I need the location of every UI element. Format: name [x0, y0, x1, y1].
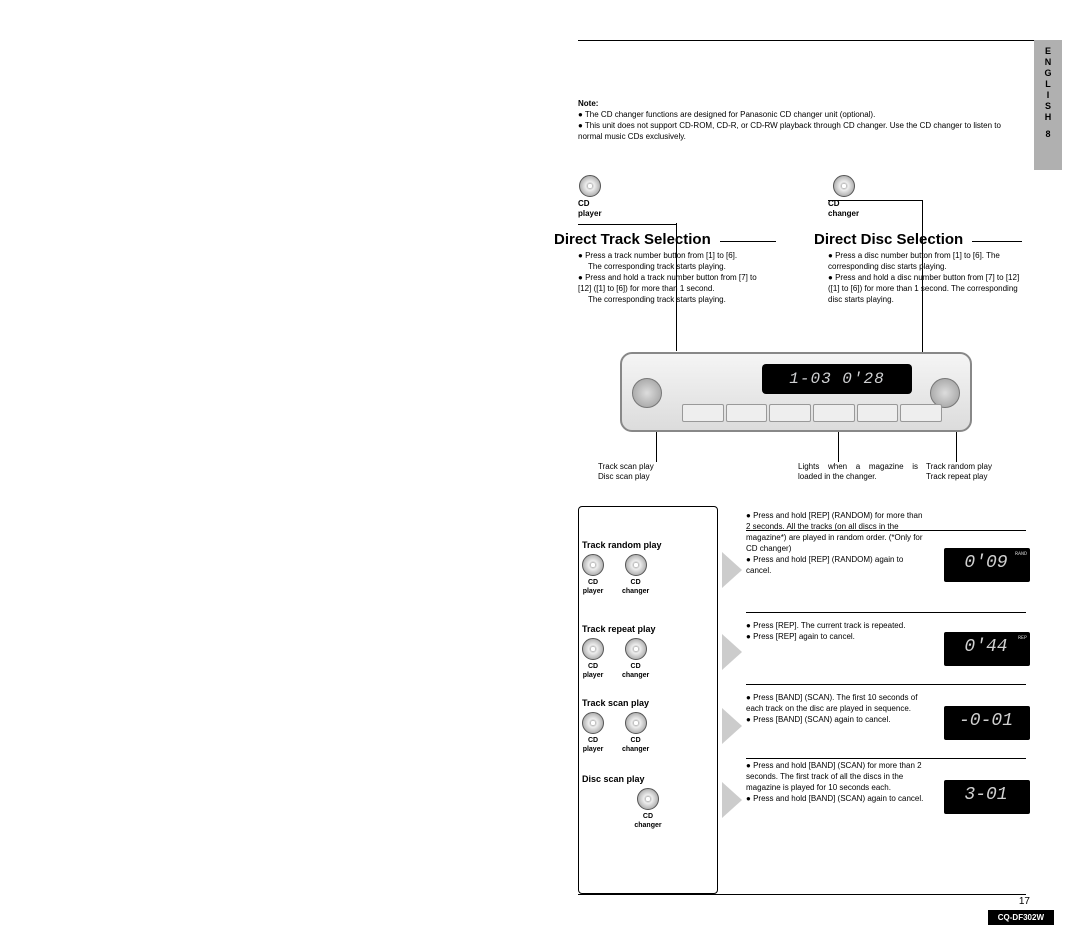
section-a-title: Direct Track Selection [554, 231, 711, 248]
section-b-title: Direct Disc Selection [814, 231, 963, 248]
cd-icon [637, 788, 659, 810]
arrow-icon [722, 634, 742, 670]
leader-line [922, 200, 923, 352]
section-a-body: Press a track number button from [1] to … [578, 250, 772, 305]
feature-disc-scan: Disc scan play CDchanger [582, 774, 714, 830]
manual-page: E N G L I S H 8 Note: The CD changer fun… [0, 0, 1080, 762]
model-code-box: CQ-DF302W [988, 910, 1054, 925]
leader-line [676, 223, 677, 351]
tab-letter: G [1034, 68, 1062, 79]
preset-button-row [682, 404, 942, 422]
feature-instructions: Press [REP]. The current track is repeat… [746, 620, 926, 642]
section-a-item: Press a track number button from [1] to … [578, 250, 772, 261]
tab-letter: H [1034, 112, 1062, 123]
section-b-rule [972, 241, 1022, 242]
leader-line [828, 200, 922, 201]
tab-letter: S [1034, 101, 1062, 112]
cd-icon [625, 638, 647, 660]
section-b-item: Press and hold a disc number button from… [828, 272, 1022, 305]
tab-letter: N [1034, 57, 1062, 68]
feature-track-random: Track random play CDplayer CDchanger [582, 540, 714, 596]
callout-center: Lights when a magazine is loaded in the … [798, 462, 918, 482]
section-a-item: The corresponding track starts playing. [588, 294, 772, 305]
section-a-rule [720, 241, 776, 242]
arrow-icon [722, 552, 742, 588]
note-item: This unit does not support CD-ROM, CD-R,… [578, 120, 1008, 142]
tab-letter: L [1034, 79, 1062, 90]
feature-title: Track repeat play [582, 624, 714, 634]
page-number: 17 [1019, 896, 1030, 907]
cd-icon [582, 638, 604, 660]
lcd-readout: 3-01 [944, 780, 1030, 814]
note-item: The CD changer functions are designed fo… [578, 109, 1008, 120]
section-a-item: Press and hold a track number button fro… [578, 272, 772, 294]
feature-instructions: Press and hold [BAND] (SCAN) for more th… [746, 760, 926, 804]
note-block: Note: The CD changer functions are desig… [578, 98, 1008, 142]
leader-line [578, 224, 676, 225]
callout-left: Track scan play Disc scan play [598, 462, 654, 482]
cd-icon [833, 175, 855, 197]
top-rule [578, 40, 1058, 41]
section-b-item: Press a disc number button from [1] to [… [828, 250, 1022, 272]
note-title: Note: [578, 99, 598, 108]
tab-letter: I [1034, 90, 1062, 101]
cd-icon [625, 712, 647, 734]
lcd-readout: 0'44REP [944, 632, 1030, 666]
arrow-icon [722, 782, 742, 818]
cd-changer-label: CD changer [828, 175, 859, 219]
cd-icon [625, 554, 647, 576]
feature-track-scan: Track scan play CDplayer CDchanger [582, 698, 714, 754]
unit-lcd-display: 1-03 0'28 [762, 364, 912, 394]
cd-icon [582, 712, 604, 734]
section-a-item: The corresponding track starts playing. [588, 261, 772, 272]
lcd-readout: -0-01 [944, 706, 1030, 740]
feature-instructions: Press [BAND] (SCAN). The first 10 second… [746, 692, 926, 725]
section-b-body: Press a disc number button from [1] to [… [828, 250, 1022, 305]
callout-right: Track random play Track repeat play [926, 462, 992, 482]
feature-instructions: Press and hold [REP] (RANDOM) for more t… [746, 510, 926, 576]
feature-title: Track scan play [582, 698, 714, 708]
head-unit-illustration: 1-03 0'28 [620, 352, 972, 432]
tab-letter: E [1034, 46, 1062, 57]
knob-icon [632, 378, 662, 408]
tab-number: 8 [1034, 129, 1062, 140]
arrow-icon [722, 708, 742, 744]
cd-icon [582, 554, 604, 576]
cd-icon [579, 175, 601, 197]
feature-track-repeat: Track repeat play CDplayer CDchanger [582, 624, 714, 680]
lcd-readout: 0'09RAND [944, 548, 1030, 582]
feature-title: Track random play [582, 540, 714, 550]
feature-title: Disc scan play [582, 774, 714, 784]
language-tab: E N G L I S H 8 [1034, 40, 1062, 170]
cd-player-label: CD player [578, 175, 602, 219]
